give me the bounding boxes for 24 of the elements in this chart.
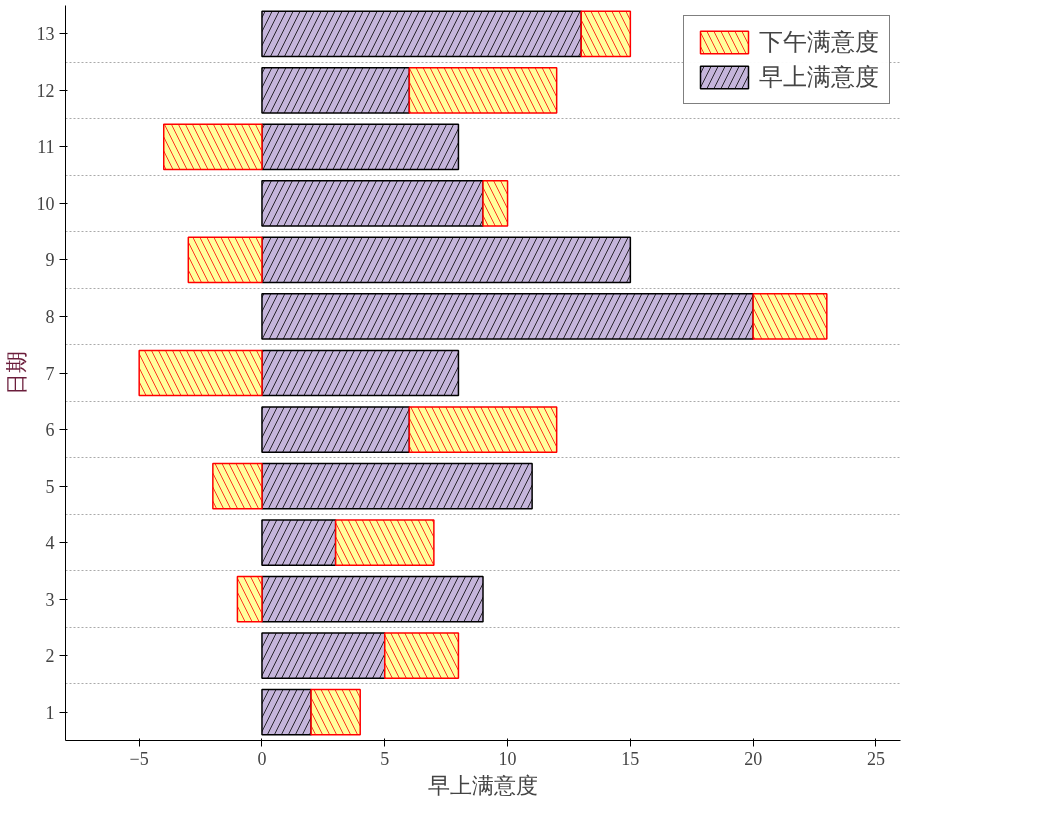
x-tick-label: 0 [257, 748, 267, 769]
y-axis-title: 日期 [3, 351, 29, 395]
y-tick-label: 11 [37, 137, 55, 158]
y-tick-label: 9 [45, 250, 55, 271]
y-tick-label: 1 [45, 702, 55, 723]
x-tick-label: 25 [866, 748, 885, 769]
y-tick-label: 13 [36, 24, 55, 45]
y-tick-label: 12 [36, 80, 55, 101]
y-tick-label: 5 [45, 476, 55, 497]
x-tick-label: −5 [129, 748, 149, 769]
y-tick-label: 7 [45, 363, 55, 384]
legend-label: 早上满意度 [759, 63, 879, 92]
y-tick-label: 6 [45, 420, 55, 441]
legend-label: 下午满意度 [759, 28, 879, 57]
y-tick-label: 4 [45, 533, 55, 554]
y-tick-label: 2 [45, 646, 55, 667]
x-tick-label: 10 [498, 748, 517, 769]
x-axis-title: 早上满意度 [428, 772, 538, 798]
x-tick-label: 5 [380, 748, 390, 769]
x-tick-label: 15 [621, 748, 640, 769]
y-tick-label: 10 [36, 193, 55, 214]
y-tick-label: 8 [45, 306, 55, 327]
x-tick-label: 20 [744, 748, 763, 769]
y-tick-label: 3 [45, 589, 55, 610]
